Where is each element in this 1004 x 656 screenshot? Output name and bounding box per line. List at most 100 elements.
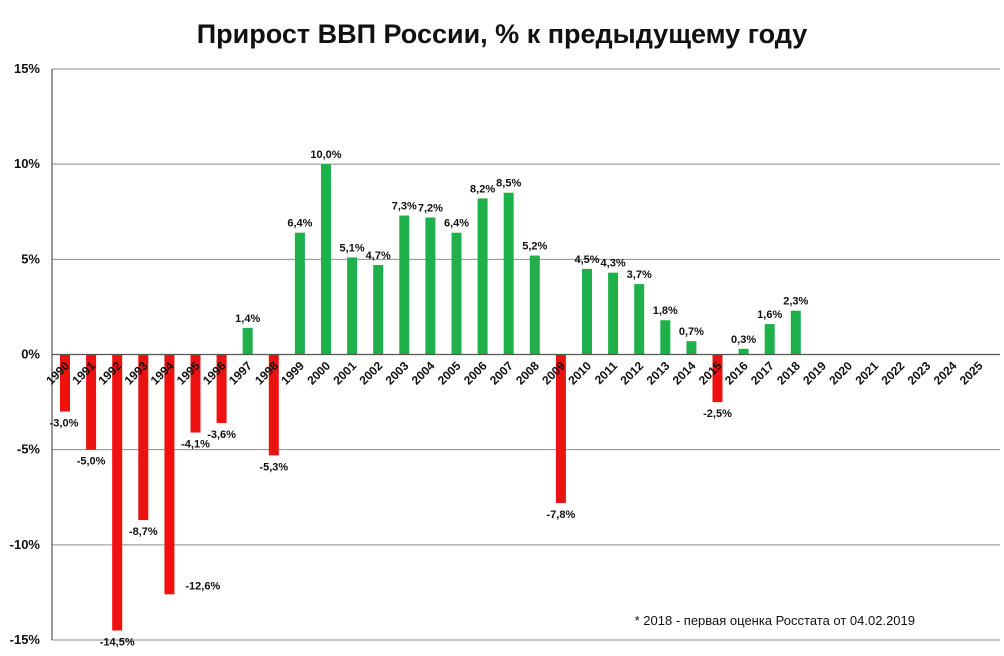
data-label-2009: -7,8% xyxy=(547,509,576,521)
data-label-2005: 6,4% xyxy=(444,218,469,230)
data-label-2011: 4,3% xyxy=(601,258,626,270)
x-tick-label: 2007 xyxy=(487,358,516,387)
data-label-1997: 1,4% xyxy=(235,313,260,325)
x-tick-label: 2012 xyxy=(618,358,647,387)
bar-2009 xyxy=(555,354,566,503)
x-tick-label: 2013 xyxy=(644,358,673,387)
x-tick-label: 2005 xyxy=(435,358,464,387)
data-label-2004: 7,2% xyxy=(418,202,443,214)
bar-2000 xyxy=(321,164,331,355)
bars xyxy=(60,164,801,631)
data-label-1996: -3,6% xyxy=(207,429,236,441)
bar-2018 xyxy=(790,310,801,355)
x-tick-label: 2017 xyxy=(748,358,777,387)
bar-1990 xyxy=(60,354,70,412)
bar-2004 xyxy=(425,217,436,355)
bar-1996 xyxy=(216,354,227,424)
x-tick-label: 1997 xyxy=(226,358,255,387)
bar-1995 xyxy=(190,354,201,433)
data-label-2013: 1,8% xyxy=(653,305,678,317)
data-label-1993: -8,7% xyxy=(129,526,158,538)
bar-2017 xyxy=(764,324,775,355)
x-tick-label: 2000 xyxy=(304,358,333,387)
data-label-2000: 10,0% xyxy=(310,149,341,161)
x-tick-label: 2024 xyxy=(931,358,960,387)
bar-2015 xyxy=(712,354,723,403)
y-tick-label: -10% xyxy=(10,537,41,552)
y-tick-label: 0% xyxy=(21,347,40,362)
x-tick-label: 2025 xyxy=(957,358,986,387)
data-label-1998: -5,3% xyxy=(259,461,288,473)
x-tick-label: 2008 xyxy=(513,358,542,387)
x-tick-label: 2004 xyxy=(409,358,438,387)
data-label-2006: 8,2% xyxy=(470,183,495,195)
bar-1999 xyxy=(294,232,305,355)
data-label-1990: -3,0% xyxy=(50,418,79,430)
data-labels: -3,0% -5,0% -14,5% -8,7% -12,6% -4,1%-3,6% 1,4… xyxy=(50,149,809,648)
bar-2003 xyxy=(399,215,410,355)
data-label-2008: 5,2% xyxy=(522,241,547,253)
data-label-2018: 2,3% xyxy=(783,296,808,308)
data-label-1995: -4,1% xyxy=(181,439,210,451)
data-label-1992: -14,5% xyxy=(100,636,135,648)
x-tick-label: 2010 xyxy=(565,358,594,387)
x-tick-label: 2018 xyxy=(774,358,803,387)
y-tick-label: 5% xyxy=(21,251,40,266)
data-label-1999: 6,4% xyxy=(287,218,312,230)
bar-2001 xyxy=(347,257,358,355)
bar-2013 xyxy=(660,320,671,355)
bar-2005 xyxy=(451,232,462,355)
x-tick-label: 2021 xyxy=(852,358,881,387)
footnote-annotation: * 2018 - первая оценка Росстата от 04.02… xyxy=(635,613,915,628)
bar-2006 xyxy=(477,198,488,355)
y-tick-label: -5% xyxy=(17,442,41,457)
x-tick-label: 2023 xyxy=(905,358,934,387)
grid-lines xyxy=(52,68,1000,641)
bar-2012 xyxy=(634,284,645,355)
x-tick-label: 2016 xyxy=(722,358,751,387)
data-label-2016: 0,3% xyxy=(731,334,756,346)
bar-1998 xyxy=(268,354,279,456)
bar-1994 xyxy=(164,354,175,595)
data-label-1994: -12,6% xyxy=(185,580,220,592)
y-axis-tick-labels: 15% 10% 5% 0% -5% -10% -15% xyxy=(10,61,41,647)
axes xyxy=(51,69,1000,640)
x-tick-label: 2001 xyxy=(330,358,359,387)
x-tick-label: 2006 xyxy=(461,358,490,387)
data-label-2014: 0,7% xyxy=(679,326,704,338)
bar-2010 xyxy=(582,268,592,355)
bar-1993 xyxy=(138,354,149,521)
y-tick-label: 10% xyxy=(14,156,40,171)
bar-2002 xyxy=(373,265,384,355)
bar-2014 xyxy=(686,341,697,355)
bar-2007 xyxy=(503,192,514,355)
x-tick-label: 2022 xyxy=(879,358,908,387)
x-tick-label: 2014 xyxy=(670,358,699,387)
data-label-2012: 3,7% xyxy=(627,269,652,281)
data-label-2015: -2,5% xyxy=(703,408,732,420)
y-tick-label: -15% xyxy=(10,632,41,647)
data-label-2001: 5,1% xyxy=(340,242,365,254)
data-label-2010: 4,5% xyxy=(574,254,599,266)
x-tick-label: 2002 xyxy=(357,358,386,387)
chart-title: Прирост ВВП России, % к предыдущему году xyxy=(197,19,808,49)
data-label-2002: 4,7% xyxy=(366,250,391,262)
bar-1997 xyxy=(242,327,253,355)
x-tick-label: 2003 xyxy=(383,358,412,387)
bar-2016 xyxy=(738,348,749,355)
bar-2011 xyxy=(608,272,619,355)
x-tick-label: 2011 xyxy=(592,359,621,388)
bar-1992 xyxy=(112,354,123,631)
bar-1991 xyxy=(86,354,97,450)
data-label-2017: 1,6% xyxy=(757,309,782,321)
data-label-2007: 8,5% xyxy=(496,178,521,190)
y-tick-label: 15% xyxy=(14,61,40,76)
x-axis-tick-labels: 1990199119921993199419951996199719981999… xyxy=(43,358,986,387)
data-label-1991: -5,0% xyxy=(77,456,106,468)
x-tick-label: 1999 xyxy=(278,358,307,387)
bar-2008 xyxy=(529,255,540,355)
x-tick-label: 2020 xyxy=(826,358,855,387)
data-label-2003: 7,3% xyxy=(392,201,417,213)
x-tick-label: 2019 xyxy=(800,358,829,387)
